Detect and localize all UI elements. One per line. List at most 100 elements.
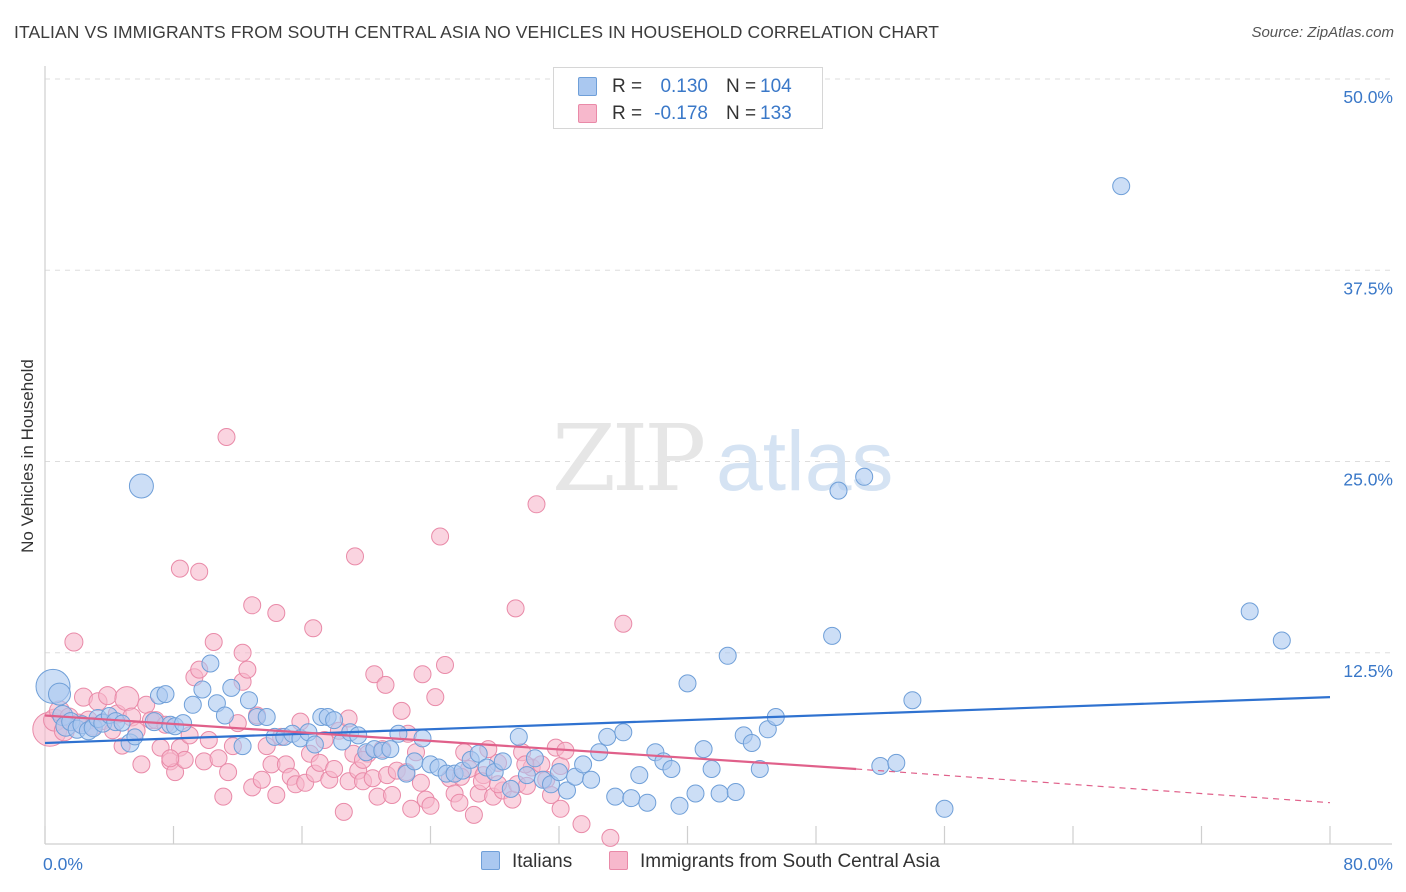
chart-title: ITALIAN VS IMMIGRANTS FROM SOUTH CENTRAL… xyxy=(14,22,940,42)
immigrants-point xyxy=(252,770,271,789)
legend-swatch-immigrants xyxy=(578,104,597,123)
immigrants-point xyxy=(346,547,364,566)
italians-point xyxy=(517,766,536,785)
immigrants-point xyxy=(233,643,252,662)
legend-n-label: N = xyxy=(726,103,757,124)
immigrants-point xyxy=(450,793,469,812)
immigrants-point xyxy=(421,796,440,815)
y-tick-label: 37.5% xyxy=(1343,278,1393,298)
immigrants-point xyxy=(204,633,223,651)
series-legend: Italians Immigrants from South Central A… xyxy=(0,851,1406,877)
italians-point xyxy=(305,735,324,754)
legend-r-value: 0.130 xyxy=(660,76,708,97)
italians-point xyxy=(887,753,906,772)
legend-r-label: R = xyxy=(612,103,643,124)
immigrants-point xyxy=(365,665,384,684)
italians-point xyxy=(413,729,432,748)
italians-point xyxy=(501,779,520,798)
italians-point xyxy=(128,473,154,499)
italians-point xyxy=(48,682,71,706)
immigrants-point xyxy=(170,559,189,578)
italians-point xyxy=(871,757,890,775)
italians-point xyxy=(598,727,617,746)
immigrants-point xyxy=(334,802,353,821)
immigrants-point xyxy=(383,786,401,804)
italians-point xyxy=(156,685,175,704)
immigrants-point xyxy=(267,786,286,804)
immigrants-point xyxy=(219,763,238,782)
immigrants-point xyxy=(411,773,430,792)
italians-point xyxy=(750,760,769,778)
italians-point xyxy=(694,740,713,759)
immigrants-point xyxy=(195,752,213,771)
italians-point xyxy=(215,706,234,725)
italians-point xyxy=(183,695,202,714)
immigrants-point xyxy=(199,731,218,749)
tick-labels: 12.5% 25.0% 37.5% 50.0% 0.0% 80.0% xyxy=(43,87,1393,874)
italians-point xyxy=(493,752,512,771)
watermark-zip: ZIP xyxy=(552,405,703,512)
immigrants-point xyxy=(238,660,257,679)
immigrants-point xyxy=(304,619,323,638)
immigrants-point xyxy=(572,815,591,834)
italians-point xyxy=(174,714,193,733)
italians-point xyxy=(670,796,689,815)
italians-point xyxy=(622,789,641,808)
italians-point xyxy=(1272,631,1291,650)
immigrants-point xyxy=(506,599,525,618)
immigrants-point xyxy=(426,688,445,707)
immigrants-point xyxy=(325,760,344,778)
series-legend-immigrants: Immigrants from South Central Asia xyxy=(609,851,940,873)
italians-point xyxy=(855,467,874,486)
italians-point xyxy=(381,740,400,759)
immigrants-point xyxy=(243,596,262,615)
italians-point xyxy=(222,678,241,697)
legend-swatch-italians xyxy=(578,77,597,96)
immigrants-point xyxy=(431,527,450,546)
legend-n-label: N = xyxy=(726,76,757,97)
italians-point xyxy=(718,646,737,665)
x-tick-label: 0.0% xyxy=(43,854,83,874)
legend-row-italians: R = 0.130 N = 104 xyxy=(554,74,822,100)
italians-point xyxy=(582,770,601,789)
immigrants-point xyxy=(267,604,286,622)
italians-point xyxy=(710,784,729,803)
italians-point xyxy=(1240,602,1259,621)
immigrants-point xyxy=(64,632,84,652)
correlation-legend: R = 0.130 N = 104 R = -0.178 N = 133 xyxy=(553,67,823,129)
trend-lines xyxy=(44,696,1331,804)
immigrants-point xyxy=(601,828,620,847)
series-legend-italians: Italians xyxy=(481,851,572,873)
italians-point xyxy=(405,752,424,771)
italians-point xyxy=(126,728,144,746)
immigrants-point xyxy=(209,749,228,768)
italians-point xyxy=(829,481,848,500)
source-label: Source: ZipAtlas.com xyxy=(1251,24,1394,41)
y-tick-label: 50.0% xyxy=(1343,87,1393,107)
italians-point xyxy=(550,763,568,782)
y-tick-label: 25.0% xyxy=(1343,470,1393,490)
immigrants-point xyxy=(464,805,483,824)
watermark: ZIP atlas xyxy=(552,405,893,512)
italians-points xyxy=(35,177,1291,818)
immigrants-points xyxy=(32,428,633,847)
italians-point xyxy=(903,691,922,710)
immigrants-point xyxy=(161,749,180,768)
immigrants-point xyxy=(190,562,209,581)
immigrants-point xyxy=(614,614,633,633)
italians-point xyxy=(201,654,220,673)
legend-n-value: 104 xyxy=(760,76,792,97)
immigrants-point xyxy=(551,799,570,818)
immigrants-point xyxy=(132,755,151,774)
italians-point xyxy=(233,737,252,756)
immigrants-point xyxy=(214,787,233,806)
legend-row-immigrants: R = -0.178 N = 133 xyxy=(554,101,822,127)
series-swatch-italians xyxy=(481,851,500,870)
italians-point xyxy=(525,749,544,768)
immigrants-point xyxy=(392,701,411,720)
italians-point xyxy=(742,734,761,752)
immigrants-point xyxy=(217,428,236,446)
italians-point xyxy=(614,723,633,742)
immigrants-point xyxy=(402,799,421,818)
immigrants-point xyxy=(413,665,432,684)
